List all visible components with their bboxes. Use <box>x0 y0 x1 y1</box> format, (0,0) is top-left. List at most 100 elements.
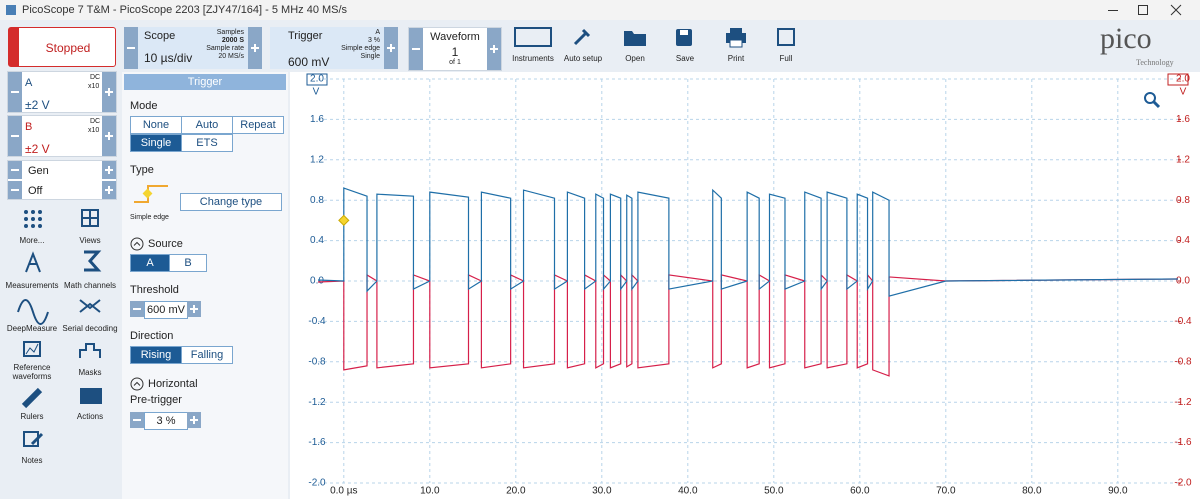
plus[interactable] <box>102 181 116 199</box>
type: Simple edge <box>341 45 380 52</box>
x-tick-label: 70.0 <box>936 486 956 497</box>
side-tool[interactable]: Masks <box>78 368 102 377</box>
collapse-icon[interactable] <box>130 377 144 391</box>
mode-button[interactable]: Auto <box>181 116 233 134</box>
tool[interactable]: Instruments <box>512 54 554 63</box>
plus[interactable] <box>384 27 398 69</box>
direction-button[interactable]: Rising <box>130 346 182 364</box>
gen-state: Off <box>28 185 43 197</box>
minus[interactable] <box>8 72 22 112</box>
y2-tick-label: -2.0 <box>1174 478 1192 489</box>
trigger-marker <box>338 214 350 227</box>
channel-b[interactable]: B DC x10 ±2 V <box>7 115 117 157</box>
side-icons <box>17 209 102 447</box>
panel-title: Trigger <box>124 74 286 90</box>
coupling: DC <box>90 118 101 125</box>
tool[interactable]: Full <box>779 54 793 63</box>
mode-button[interactable]: Repeat <box>232 116 284 134</box>
side-tool[interactable]: DeepMeasure <box>6 324 58 333</box>
plus[interactable] <box>102 161 116 179</box>
trigger-panel: Trigger Mode None Auto Repeat Single ETS… <box>122 72 288 499</box>
minimize[interactable] <box>1108 10 1118 11</box>
maximize[interactable] <box>1138 5 1148 15</box>
probe: x10 <box>88 83 100 90</box>
range: ±2 V <box>25 98 50 112</box>
plus[interactable] <box>102 116 116 156</box>
zoom-icon[interactable] <box>1144 92 1156 104</box>
plus[interactable] <box>102 72 116 112</box>
side-tool[interactable]: Notes <box>21 456 43 465</box>
close[interactable] <box>1170 4 1182 16</box>
side-tool[interactable]: Actions <box>76 412 104 421</box>
y-tick-label: 0.4 <box>310 235 324 246</box>
y-tick-label: 0.8 <box>310 195 324 206</box>
pretrigger[interactable]: 3 % <box>144 412 188 430</box>
plus[interactable] <box>487 28 501 70</box>
side-tool[interactable]: Reference waveforms <box>12 363 52 381</box>
plus[interactable] <box>187 412 201 428</box>
source-button[interactable]: B <box>169 254 207 272</box>
waveform <box>317 273 1179 377</box>
threshold[interactable]: 600 mV <box>144 301 188 319</box>
pretrigger: 3 % <box>367 37 380 44</box>
side-tool[interactable]: Views <box>79 236 101 245</box>
side-tool[interactable]: Rulers <box>20 412 44 421</box>
gen-name: Gen <box>28 165 49 177</box>
label: Direction <box>130 330 174 342</box>
label: Horizontal <box>148 378 198 390</box>
title-bar: PicoScope 7 T&M - PicoScope 2203 [ZJY47/… <box>0 0 1200 20</box>
x-tick-label: 10.0 <box>420 486 440 497</box>
direction-button[interactable]: Falling <box>181 346 233 364</box>
mode-button[interactable]: None <box>130 116 182 134</box>
y-tick-label: 0.0 <box>310 276 324 287</box>
tool[interactable]: Open <box>625 54 645 63</box>
scope-box[interactable]: Scope 10 µs/div Samples 2000 S Sample rate… <box>124 27 262 69</box>
coupling: DC <box>90 74 101 81</box>
level: 600 mV <box>288 55 330 69</box>
logo-sub: Technology <box>1136 58 1174 67</box>
x-tick-label: 20.0 <box>506 486 526 497</box>
minus[interactable] <box>124 27 138 69</box>
minus[interactable] <box>130 301 144 317</box>
samples: Samples 2000 S Sample rate 20 MS/s <box>206 29 244 61</box>
source-button[interactable]: A <box>130 254 170 272</box>
label: Sample rate <box>206 45 244 52</box>
run-button[interactable]: Stopped <box>8 27 116 67</box>
y2-tick-label: 2.0 <box>1176 74 1190 85</box>
x-tick-label: 0.0 µs <box>330 486 357 497</box>
minus[interactable] <box>8 181 22 199</box>
plus[interactable] <box>187 301 201 317</box>
tool[interactable]: Print <box>727 54 745 63</box>
tool[interactable]: Auto setup <box>563 54 603 63</box>
run-state: Stopped <box>45 41 91 55</box>
side-tool[interactable]: Serial decoding <box>62 324 118 333</box>
channel-name: A <box>25 77 33 89</box>
tool[interactable]: Save <box>675 54 695 63</box>
side-tool[interactable]: Math channels <box>63 281 117 290</box>
mode-button[interactable]: ETS <box>181 134 233 152</box>
minus[interactable] <box>8 116 22 156</box>
mode-button[interactable]: Single <box>130 134 182 152</box>
x-tick-label: 80.0 <box>1022 486 1042 497</box>
plus[interactable] <box>248 27 262 69</box>
y-tick-label: 2.0 <box>310 74 324 85</box>
y-tick-label: -1.2 <box>308 397 326 408</box>
probe: x10 <box>88 127 100 134</box>
waveform-box[interactable]: Waveform 1 of 1 <box>408 27 502 71</box>
channel-a[interactable]: A DC x10 ±2 V <box>7 71 117 113</box>
minus[interactable] <box>130 412 144 428</box>
generator[interactable]: Gen Off <box>7 160 117 200</box>
label: Pre-trigger <box>130 394 182 406</box>
minus[interactable] <box>409 28 423 70</box>
x-tick-label: 30.0 <box>592 486 612 497</box>
side-tool[interactable]: Measurements <box>5 281 59 290</box>
collapse-icon[interactable] <box>130 237 144 251</box>
x-tick-label: 40.0 <box>678 486 698 497</box>
y2-tick-label: 1.6 <box>1176 114 1190 125</box>
side-tool[interactable]: More... <box>19 236 45 245</box>
minus[interactable] <box>8 161 22 179</box>
change-type[interactable]: Change type <box>180 193 282 211</box>
